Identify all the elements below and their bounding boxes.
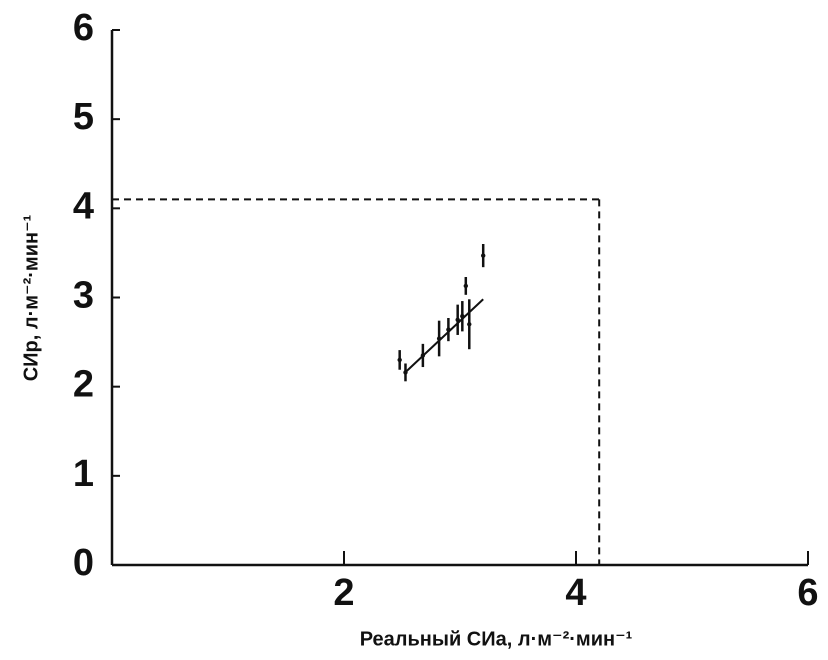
x-tick-label: 4 (565, 572, 586, 614)
x-tick-label: 2 (333, 572, 354, 614)
x-tick-label: 6 (797, 572, 818, 614)
y-tick-label: 2 (73, 364, 94, 406)
point (397, 357, 402, 363)
y-tick-label: 3 (73, 275, 94, 317)
point (467, 322, 472, 327)
y-axis-title: СИр, л·м⁻²·мин⁻¹ (20, 214, 42, 381)
fit-line (403, 298, 484, 375)
x-axis-title: Реальный СИа, л·м⁻²·мин⁻¹ (360, 628, 633, 650)
point (481, 253, 486, 258)
y-tick-label: 1 (73, 453, 94, 495)
y-tick-label: 5 (73, 96, 94, 138)
y-tick-label: 0 (73, 542, 94, 584)
y-tick-label: 6 (73, 7, 94, 49)
point (463, 283, 468, 289)
y-tick-label: 4 (73, 185, 94, 227)
